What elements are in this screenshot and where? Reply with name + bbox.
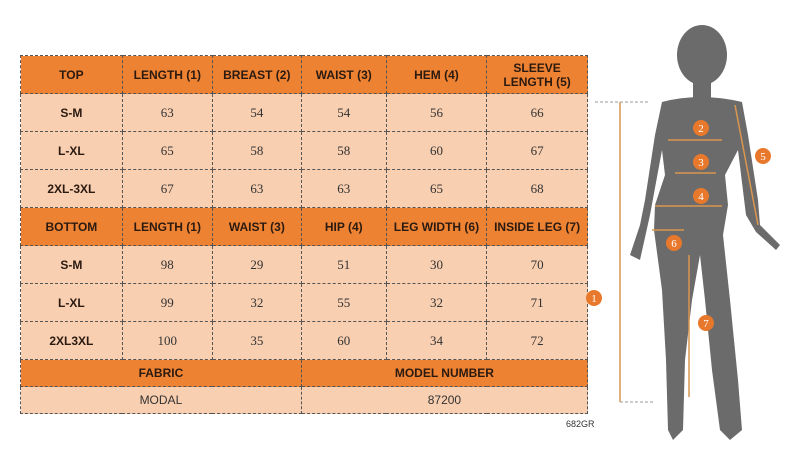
silhouette-icon bbox=[630, 25, 780, 440]
fabric-model-values-cell: MODAL bbox=[20, 386, 302, 414]
marker-label: 3 bbox=[698, 157, 704, 169]
bottom-header-row-cell: LENGTH (1) bbox=[121, 207, 213, 246]
bottom-size-row-cell: 100 bbox=[121, 321, 213, 360]
bottom-size-row: L-XL 99 32 55 32 71 bbox=[20, 283, 588, 322]
bottom-size-row-cell: 71 bbox=[486, 283, 588, 322]
fabric-model-values: MODAL 87200 bbox=[20, 386, 589, 414]
marker-4-icon bbox=[693, 188, 709, 204]
bottom-size-row-cell: 98 bbox=[121, 245, 213, 284]
top-size-row-cell: 2XL-3XL bbox=[20, 169, 123, 208]
bottom-size-row-cell: 51 bbox=[300, 245, 387, 284]
product-code: 682GR bbox=[566, 419, 595, 429]
bottom-size-row-cell: 34 bbox=[385, 321, 488, 360]
marker-7-icon bbox=[698, 315, 714, 331]
top-size-row-cell: 63 bbox=[211, 169, 302, 208]
marker-1-icon bbox=[586, 290, 602, 306]
top-header-row-cell: BREAST (2) bbox=[211, 55, 302, 94]
top-size-row-cell: 67 bbox=[486, 131, 588, 170]
top-size-row-cell: 68 bbox=[486, 169, 588, 208]
top-header-row-cell: HEM (4) bbox=[385, 55, 488, 94]
bottom-size-row-cell: 60 bbox=[300, 321, 387, 360]
bottom-size-row-cell: 30 bbox=[385, 245, 488, 284]
top-size-row-cell: 58 bbox=[300, 131, 387, 170]
fabric-model-values-cell: 87200 bbox=[300, 386, 589, 414]
bottom-size-row-cell: 35 bbox=[211, 321, 302, 360]
top-size-row-cell: 65 bbox=[385, 169, 488, 208]
bottom-size-row-cell: 55 bbox=[300, 283, 387, 322]
marker-label: 5 bbox=[760, 151, 766, 163]
bottom-size-row-cell: 32 bbox=[385, 283, 488, 322]
marker-label: 2 bbox=[698, 123, 704, 135]
bottom-size-row-cell: 2XL3XL bbox=[20, 321, 123, 360]
body-silhouette-figure: 1 2 3 4 5 6 7 bbox=[586, 25, 780, 440]
fabric-model-header-cell: MODEL NUMBER bbox=[300, 359, 589, 387]
bottom-size-row: S-M 98 29 51 30 70 bbox=[20, 245, 588, 284]
size-chart-table: TOP LENGTH (1) BREAST (2) WAIST (3) HEM (4) S… bbox=[20, 55, 589, 414]
top-size-row-cell: L-XL bbox=[20, 131, 123, 170]
marker-6-icon bbox=[666, 235, 682, 251]
bottom-size-row-cell: 70 bbox=[486, 245, 588, 284]
bottom-header-row-cell: INSIDE LEG (7) bbox=[486, 207, 588, 246]
bottom-size-row-cell: S-M bbox=[20, 245, 123, 284]
top-header-row: TOP LENGTH (1) BREAST (2) WAIST (3) HEM (4) S… bbox=[20, 55, 588, 94]
top-size-row-cell: 58 bbox=[211, 131, 302, 170]
top-size-row-cell: S-M bbox=[20, 93, 123, 132]
fabric-model-header-cell: FABRIC bbox=[20, 359, 302, 387]
top-size-row-cell: 65 bbox=[121, 131, 213, 170]
bottom-header-row-cell: BOTTOM bbox=[20, 207, 123, 246]
top-size-row-cell: 67 bbox=[121, 169, 213, 208]
bottom-size-row-cell: L-XL bbox=[20, 283, 123, 322]
top-size-row: L-XL 65 58 58 60 67 bbox=[20, 131, 588, 170]
marker-label: 7 bbox=[703, 318, 709, 330]
marker-label: 1 bbox=[591, 293, 597, 305]
top-size-row-cell: 66 bbox=[486, 93, 588, 132]
top-size-row-cell: 63 bbox=[300, 169, 387, 208]
marker-3-icon bbox=[693, 154, 709, 170]
top-size-row-cell: 63 bbox=[121, 93, 213, 132]
top-size-row-cell: 60 bbox=[385, 131, 488, 170]
top-size-row: 2XL-3XL 67 63 63 65 68 bbox=[20, 169, 588, 208]
top-size-row-cell: 54 bbox=[211, 93, 302, 132]
marker-label: 6 bbox=[671, 238, 677, 250]
bottom-header-row-cell: HIP (4) bbox=[300, 207, 387, 246]
bottom-size-row-cell: 32 bbox=[211, 283, 302, 322]
top-header-row-cell: WAIST (3) bbox=[300, 55, 387, 94]
marker-5-icon bbox=[755, 148, 771, 164]
bottom-size-row-cell: 29 bbox=[211, 245, 302, 284]
bottom-size-row: 2XL3XL 100 35 60 34 72 bbox=[20, 321, 588, 360]
top-header-row-cell: SLEEVE LENGTH (5) bbox=[486, 55, 588, 94]
marker-label: 4 bbox=[698, 191, 704, 203]
bottom-header-row-cell: LEG WIDTH (6) bbox=[385, 207, 488, 246]
top-size-row-cell: 56 bbox=[385, 93, 488, 132]
top-size-row: S-M 63 54 54 56 66 bbox=[20, 93, 588, 132]
top-header-row-cell: TOP bbox=[20, 55, 123, 94]
bottom-header-row: BOTTOM LENGTH (1) WAIST (3) HIP (4) LEG WIDT… bbox=[20, 207, 588, 246]
marker-2-icon bbox=[693, 120, 709, 136]
top-size-row-cell: 54 bbox=[300, 93, 387, 132]
top-header-row-cell: LENGTH (1) bbox=[121, 55, 213, 94]
bottom-size-row-cell: 72 bbox=[486, 321, 588, 360]
fabric-model-header: FABRIC MODEL NUMBER bbox=[20, 359, 589, 387]
bottom-header-row-cell: WAIST (3) bbox=[211, 207, 302, 246]
bottom-size-row-cell: 99 bbox=[121, 283, 213, 322]
